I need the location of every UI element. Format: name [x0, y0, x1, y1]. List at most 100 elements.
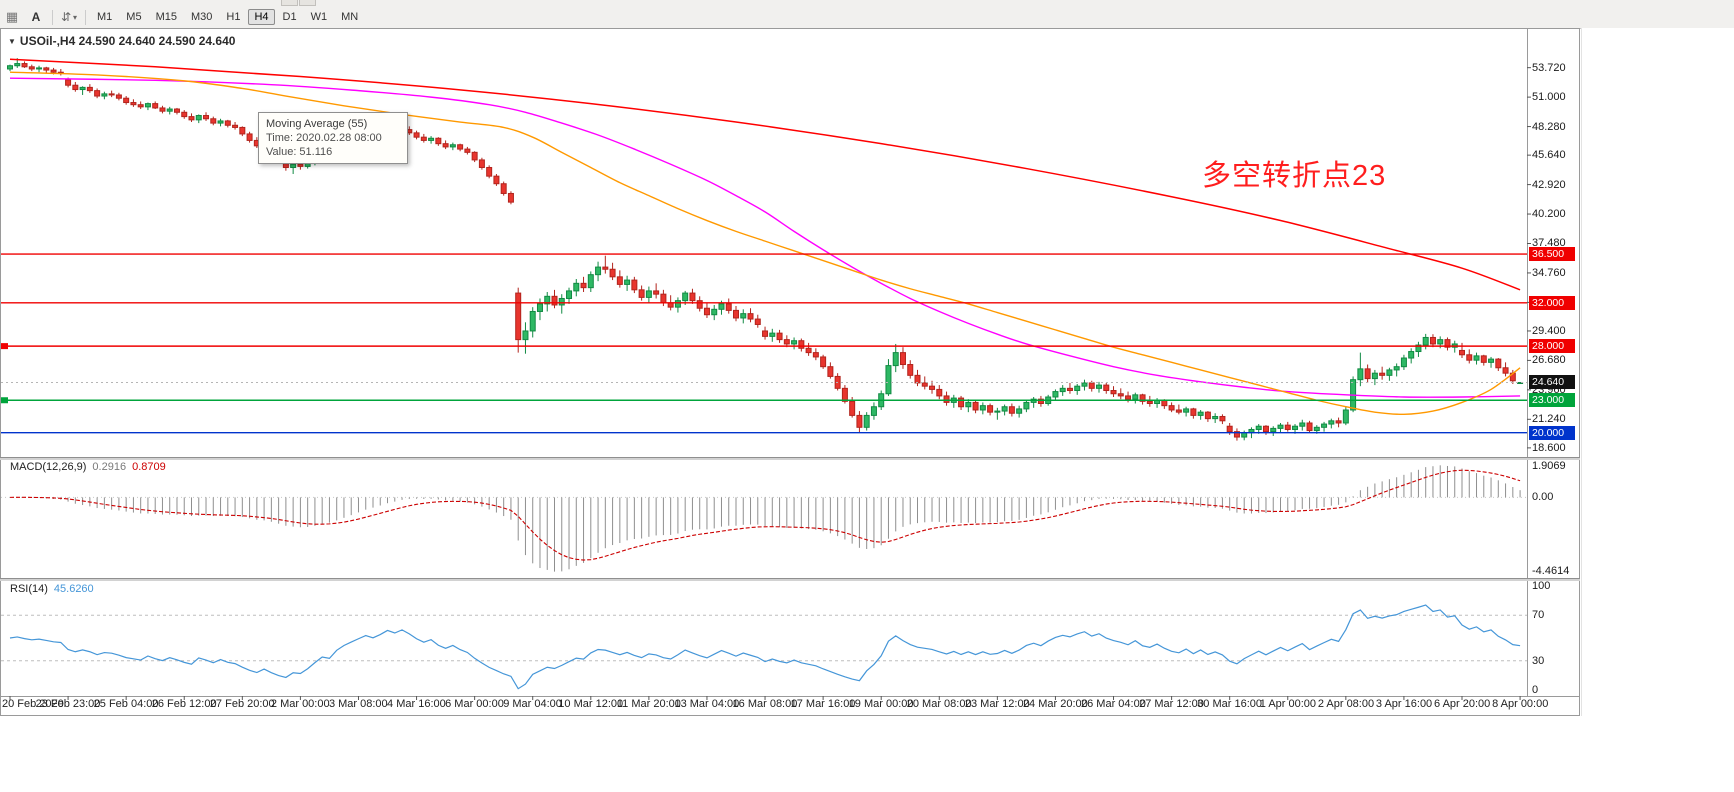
- horizontal-lines[interactable]: [1, 253, 1527, 434]
- price-tick-label: 53.720: [1532, 61, 1566, 74]
- macd-name: MACD(12,26,9): [10, 461, 87, 473]
- macd-value-signal: 0.8709: [132, 461, 166, 473]
- time-axis-label: 3 Mar 08:00: [328, 698, 388, 710]
- candles: [7, 58, 1524, 441]
- price-tick-label: 48.280: [1532, 120, 1566, 133]
- chevron-down-icon: ▾: [73, 12, 78, 22]
- time-axis-label: 27 Feb 20:00: [209, 698, 275, 710]
- time-axis-label: 23 Mar 12:00: [964, 698, 1030, 710]
- time-axis-label: 4 Mar 16:00: [387, 698, 446, 710]
- rsi-value: 45.6260: [53, 583, 94, 595]
- price-tick-label: 29.400: [1532, 324, 1566, 337]
- rsi-name: RSI(14): [10, 583, 48, 595]
- macd-axis-max: 1.9069: [1532, 460, 1566, 472]
- chart-text-annotation[interactable]: 多空转折点23: [1202, 160, 1387, 192]
- time-axis-label: 19 Mar 00:00: [848, 698, 914, 710]
- price-tick-label: 42.920: [1532, 178, 1566, 191]
- chart-title: ▼ USOil-,H4 24.590 24.640 24.590 24.640: [8, 34, 235, 48]
- timeframe-button-m15[interactable]: M15: [155, 11, 177, 23]
- macd-axis-zero: 0.00: [1532, 491, 1554, 504]
- time-axis-label: 30 Mar 16:00: [1197, 698, 1262, 710]
- price-tick-label: 37.480: [1532, 237, 1566, 250]
- text-tool-icon[interactable]: A: [31, 10, 41, 24]
- time-axis-label: 23 Feb 23:00: [35, 698, 101, 710]
- price-tick-label: 21.240: [1532, 413, 1566, 426]
- price-line-badge: 36.500: [1529, 247, 1575, 262]
- price-tick-label: 45.640: [1532, 149, 1566, 162]
- time-axis-label: 6 Mar 00:00: [445, 698, 504, 710]
- toolbar-separator: [52, 9, 53, 25]
- time-axis-label: 27 Mar 12:00: [1139, 698, 1204, 710]
- time-axis-label: 10 Mar 12:00: [558, 698, 624, 710]
- time-axis-label: 16 Mar 08:00: [732, 698, 798, 710]
- time-axis-label: 24 Mar 20:00: [1022, 698, 1088, 710]
- price-tick-label: 40.200: [1532, 208, 1566, 221]
- price-line-badge: 23.000: [1529, 393, 1575, 408]
- workspace-background: [1581, 28, 1734, 716]
- time-axis-label: 3 Apr 16:00: [1375, 698, 1433, 710]
- macd-signal-line: [9, 469, 1521, 561]
- macd-indicator-label: MACD(12,26,9) 0.2916 0.8709: [10, 461, 166, 473]
- arrows-icon: ⇵: [60, 10, 72, 24]
- toolbar-separator: [85, 9, 86, 25]
- time-axis-label: 9 Mar 04:00: [503, 698, 562, 710]
- time-axis-label: 6 Apr 20:00: [1434, 698, 1491, 710]
- time-axis-label: 1 Apr 00:00: [1259, 698, 1317, 710]
- rsi-axis-0: 0: [1532, 684, 1539, 696]
- ma-slow-line[interactable]: [9, 58, 1521, 291]
- timeframe-button-m1[interactable]: M1: [97, 11, 113, 23]
- panel-separator[interactable]: [0, 457, 1580, 460]
- chart-canvas[interactable]: [0, 28, 1580, 716]
- time-axis-label: 20 Mar 08:00: [906, 698, 972, 710]
- time-axis-label: 17 Mar 16:00: [790, 698, 856, 710]
- panel-separator[interactable]: [0, 578, 1580, 581]
- time-axis-label: 2 Apr 08:00: [1317, 698, 1375, 710]
- ma-mid-line[interactable]: [9, 77, 1521, 398]
- time-axis-label: 26 Mar 04:00: [1081, 698, 1146, 710]
- price-tick-label: 18.600: [1532, 441, 1566, 454]
- time-axis-label: 8 Apr 00:00: [1492, 698, 1549, 710]
- rsi-line: [9, 604, 1521, 690]
- time-axis-label: 20 Feb 2020: [2, 698, 64, 710]
- time-axis-label: 25 Feb 04:00: [93, 698, 159, 710]
- timeframe-button-mn[interactable]: MN: [341, 11, 359, 23]
- hline-handle[interactable]: [1, 397, 8, 404]
- timeframe-button-m5[interactable]: M5: [126, 11, 142, 23]
- partial-button[interactable]: [299, 0, 316, 6]
- time-axis-label: 13 Mar 04:00: [674, 698, 740, 710]
- toolbar-top-partial: [0, 0, 1734, 6]
- price-line-badge: 20.000: [1529, 425, 1575, 440]
- timeframe-button-h1[interactable]: H1: [226, 11, 241, 23]
- price-line-badge: 32.000: [1529, 295, 1575, 310]
- tooltip-line-2: Time: 2020.02.28 08:00: [266, 132, 382, 144]
- tooltip-line-1: Moving Average (55): [266, 118, 368, 130]
- partial-button[interactable]: [281, 0, 298, 6]
- rsi-axis-70: 70: [1532, 609, 1545, 622]
- price-tick-label: 51.000: [1532, 91, 1566, 104]
- timeframe-button-m30[interactable]: M30: [190, 11, 213, 23]
- rsi-axis-100: 100: [1532, 580, 1551, 592]
- macd-value-main: 0.2916: [92, 461, 127, 473]
- time-axis-label: 26 Feb 12:00: [151, 698, 217, 710]
- rsi-axis-30: 30: [1532, 654, 1545, 667]
- current-price-badge: 24.640: [1529, 375, 1575, 390]
- indicator-tooltip: Moving Average (55) Time: 2020.02.28 08:…: [258, 112, 408, 164]
- ma-fast-line[interactable]: [9, 71, 1521, 416]
- price-line-badge: 28.000: [1529, 339, 1575, 354]
- grid-icon[interactable]: ▦: [5, 9, 19, 24]
- time-axis-label: 11 Mar 20:00: [616, 698, 681, 710]
- tooltip-line-3: Value: 51.116: [266, 146, 333, 158]
- macd-histogram: [16, 465, 1521, 572]
- timeframe-button-d1[interactable]: D1: [282, 11, 297, 23]
- timeframe-button-w1[interactable]: W1: [310, 11, 328, 23]
- timeframe-button-h4[interactable]: H4: [248, 9, 275, 25]
- toolbar: ▦ A ⇵ ▾ M1 M5 M15 M30 H1 H4 D1 W1 MN: [0, 6, 1734, 29]
- macd-axis-min: -4.4614: [1532, 565, 1570, 577]
- chart-menu-triangle-icon[interactable]: ▼: [8, 37, 16, 46]
- price-tick-label: 34.760: [1532, 266, 1566, 279]
- hline-handle[interactable]: [1, 343, 8, 350]
- timeframe-button-group: M1 M5 M15 M30 H1 H4 D1 W1 MN: [90, 9, 365, 25]
- cursor-mode-icon[interactable]: ⇵ ▾: [58, 7, 80, 27]
- rsi-indicator-label: RSI(14) 45.6260: [10, 583, 94, 595]
